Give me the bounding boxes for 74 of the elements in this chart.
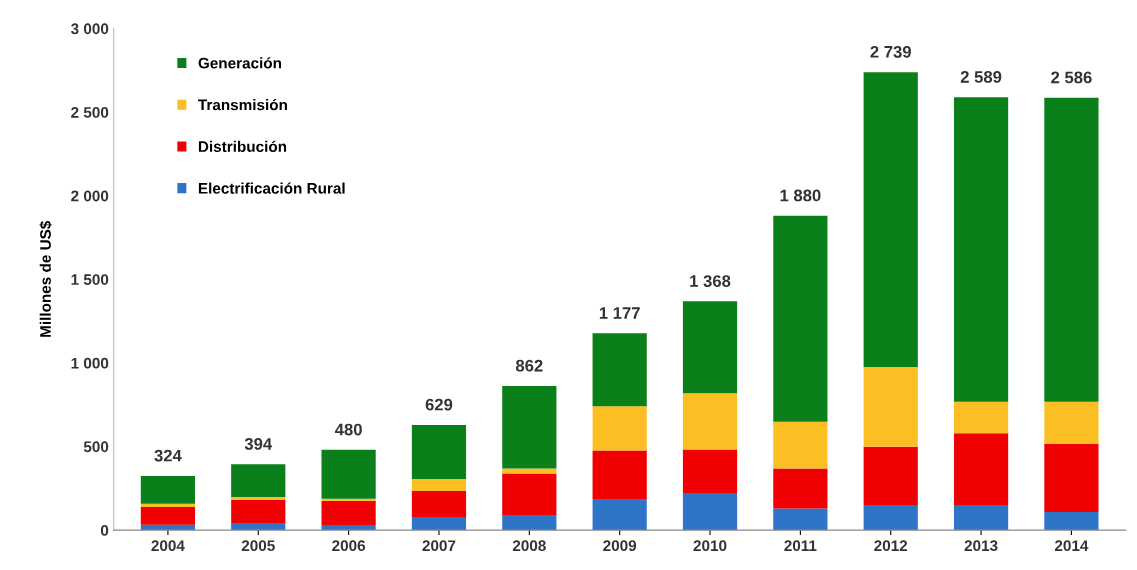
- bar: [1044, 97, 1099, 402]
- total-label: 1 177: [599, 307, 640, 319]
- bar: [502, 473, 557, 516]
- bar: [773, 508, 828, 531]
- total-label: 1 880: [780, 189, 821, 202]
- bar: [773, 215, 828, 422]
- bar: [1044, 512, 1099, 531]
- bar: [682, 393, 738, 450]
- total-label: 480: [334, 423, 362, 436]
- x-tick-label: 2009: [603, 540, 637, 552]
- bar: [953, 97, 1009, 402]
- x-tick-label: 2011: [784, 540, 817, 552]
- y-tick-label: 1 000: [71, 357, 109, 369]
- total-label: 2 589: [960, 71, 1002, 83]
- bar: [592, 406, 647, 451]
- bar: [863, 505, 918, 531]
- bar: [321, 449, 376, 499]
- legend-label: Transmisión: [198, 98, 287, 111]
- y-tick-label: 0: [100, 524, 109, 536]
- legend-label: Distribución: [198, 140, 287, 152]
- bar: [502, 385, 557, 469]
- bar: [863, 446, 918, 506]
- y-tick-label: 1 500: [71, 274, 109, 285]
- bar: [140, 475, 196, 504]
- bar: [773, 421, 828, 469]
- total-label: 2 586: [1051, 71, 1092, 84]
- x-tick-label: 2007: [422, 540, 456, 552]
- bar: [321, 501, 376, 526]
- bar: [231, 464, 286, 497]
- total-label: 862: [515, 359, 543, 372]
- y-tick-label: 500: [83, 441, 109, 453]
- y-axis-title: Millones de US$: [39, 220, 52, 337]
- x-tick-label: 2010: [693, 540, 727, 552]
- x-tick-label: 2005: [241, 540, 275, 552]
- x-tick-label: 2004: [151, 540, 185, 552]
- bar: [140, 503, 196, 508]
- bar: [1044, 401, 1099, 444]
- total-label: 629: [425, 398, 453, 411]
- legend-label: Electrificación Rural: [198, 182, 345, 194]
- y-tick-label: 2 500: [71, 106, 109, 118]
- bar: [592, 333, 647, 407]
- total-label: 394: [244, 438, 273, 450]
- bar: [592, 499, 647, 531]
- bar: [953, 433, 1009, 506]
- bar: [682, 301, 738, 394]
- bar: [231, 500, 286, 524]
- bar: [411, 478, 467, 491]
- total-label: 2 739: [870, 45, 911, 58]
- bar: [863, 366, 918, 447]
- bar: [140, 507, 196, 525]
- bar: [953, 505, 1009, 531]
- x-tick-label: 2013: [964, 540, 998, 552]
- bar: [411, 424, 467, 479]
- x-tick-label: 2006: [332, 540, 366, 552]
- bar: [411, 517, 467, 531]
- total-label: 1 368: [690, 275, 731, 287]
- x-tick-label: 2014: [1054, 540, 1089, 552]
- legend-label: Generación: [198, 57, 282, 69]
- x-tick-label: 2008: [512, 540, 546, 552]
- bar: [773, 468, 828, 509]
- bar: [863, 72, 918, 367]
- bar: [502, 468, 557, 474]
- y-tick-label: 3 000: [70, 23, 109, 35]
- bar: [231, 496, 286, 500]
- total-label: 324: [154, 449, 182, 462]
- bar: [682, 449, 738, 493]
- bar: [1044, 443, 1099, 513]
- x-tick-label: 2012: [874, 540, 908, 552]
- bar: [592, 450, 647, 500]
- y-tick-label: 2 000: [71, 190, 109, 202]
- bar: [411, 490, 467, 518]
- bar: [682, 492, 738, 531]
- bar: [502, 515, 557, 531]
- bar: [953, 401, 1009, 434]
